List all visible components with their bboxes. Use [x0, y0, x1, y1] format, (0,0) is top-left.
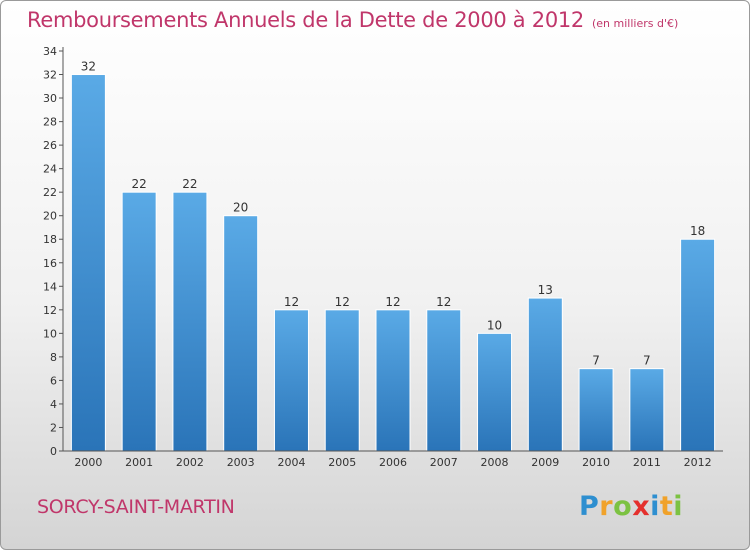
bar-value-label: 7: [592, 354, 600, 368]
bars-layer: 32 22 22 20 12 12 12 12 10 13 7 7 18: [70, 60, 716, 452]
x-tick-label: 2003: [227, 456, 255, 469]
bar: [70, 74, 106, 452]
bar-value-label: 12: [335, 295, 350, 309]
y-tick-label: 26: [43, 139, 57, 152]
x-tick-label: 2005: [328, 456, 356, 469]
y-tick-label: 2: [50, 421, 57, 434]
y-tick-label: 10: [43, 327, 57, 340]
x-tick-label: 2012: [684, 456, 712, 469]
bar: [223, 215, 259, 452]
bar-value-label: 20: [233, 201, 248, 215]
x-tick-label: 2000: [74, 456, 102, 469]
y-tick-label: 22: [43, 186, 57, 199]
bar: [426, 309, 462, 452]
bar: [680, 238, 716, 452]
proxiti-logo: Proxiti: [579, 491, 683, 522]
y-tick-label: 8: [50, 351, 57, 364]
x-tick-label: 2007: [430, 456, 458, 469]
bar-value-label: 12: [385, 295, 400, 309]
x-tick-label: 2010: [582, 456, 610, 469]
logo-letter: r: [599, 491, 614, 522]
bar-value-label: 12: [284, 295, 299, 309]
y-tick-label: 34: [43, 45, 57, 58]
logo-letter: i: [650, 491, 660, 522]
logo-letter: i: [673, 491, 684, 522]
axis-layer: 2000 2001 2002 2003 2004 2005 2006 2007 2008 2009…: [43, 45, 723, 469]
chart-title-text: Remboursements Annuels de la Dette de 20…: [27, 8, 584, 32]
bar-value-label: 18: [690, 224, 705, 238]
logo-letter: t: [659, 491, 674, 522]
x-tick-label: 2006: [379, 456, 407, 469]
y-tick-label: 28: [43, 116, 57, 129]
bar: [578, 368, 614, 452]
y-tick-label: 12: [43, 304, 57, 317]
bar-value-label: 12: [436, 295, 451, 309]
bar: [273, 309, 309, 452]
bar: [629, 368, 665, 452]
chart-unit-label: (en milliers d'€): [592, 17, 679, 30]
y-tick-label: 24: [43, 163, 57, 176]
logo-letter: x: [632, 491, 651, 522]
bar-value-label: 22: [182, 177, 197, 191]
bar: [324, 309, 360, 452]
y-tick-label: 4: [50, 398, 57, 411]
x-tick-label: 2004: [277, 456, 305, 469]
y-tick-label: 0: [50, 445, 57, 458]
x-tick-label: 2001: [125, 456, 153, 469]
bar-value-label: 13: [538, 283, 553, 297]
y-tick-label: 30: [43, 92, 57, 105]
y-tick-label: 6: [50, 374, 57, 387]
bar: [172, 191, 208, 452]
x-tick-label: 2011: [633, 456, 661, 469]
bar-value-label: 7: [643, 354, 651, 368]
bar-value-label: 22: [132, 177, 147, 191]
commune-name: SORCY-SAINT-MARTIN: [37, 496, 235, 518]
y-tick-label: 16: [43, 257, 57, 270]
bar: [527, 297, 563, 452]
bar: [477, 332, 513, 452]
y-tick-label: 18: [43, 233, 57, 246]
logo-letter: P: [579, 491, 600, 522]
chart-title: Remboursements Annuels de la Dette de 20…: [27, 8, 678, 32]
x-tick-label: 2008: [481, 456, 509, 469]
bar-value-label: 32: [81, 60, 96, 74]
x-tick-label: 2002: [176, 456, 204, 469]
bar: [121, 191, 157, 452]
y-tick-label: 14: [43, 280, 57, 293]
y-tick-label: 32: [43, 69, 57, 82]
bar: [375, 309, 411, 452]
bar-value-label: 10: [487, 318, 502, 332]
logo-letter: o: [613, 491, 633, 522]
x-tick-label: 2009: [531, 456, 559, 469]
y-tick-label: 20: [43, 210, 57, 223]
